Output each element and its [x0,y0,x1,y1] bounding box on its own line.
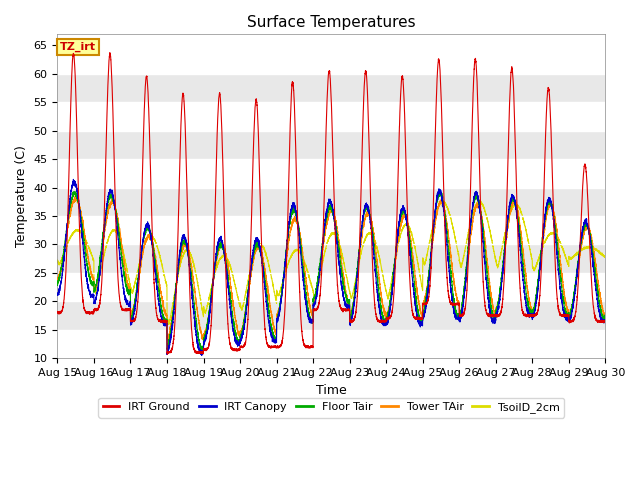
Title: Surface Temperatures: Surface Temperatures [247,15,415,30]
Text: TZ_irt: TZ_irt [60,42,96,52]
Bar [58,131,605,159]
Bar [58,34,605,74]
Bar [58,301,605,330]
Bar [58,273,605,301]
Legend: IRT Ground, IRT Canopy, Floor Tair, Tower TAir, TsoilD_2cm: IRT Ground, IRT Canopy, Floor Tair, Towe… [99,398,564,418]
X-axis label: Time: Time [316,384,347,396]
Y-axis label: Temperature (C): Temperature (C) [15,145,28,247]
Bar [58,74,605,102]
Bar [58,102,605,131]
Bar [58,216,605,244]
Bar [58,159,605,188]
Bar [58,330,605,358]
Bar [58,188,605,216]
Bar [58,244,605,273]
